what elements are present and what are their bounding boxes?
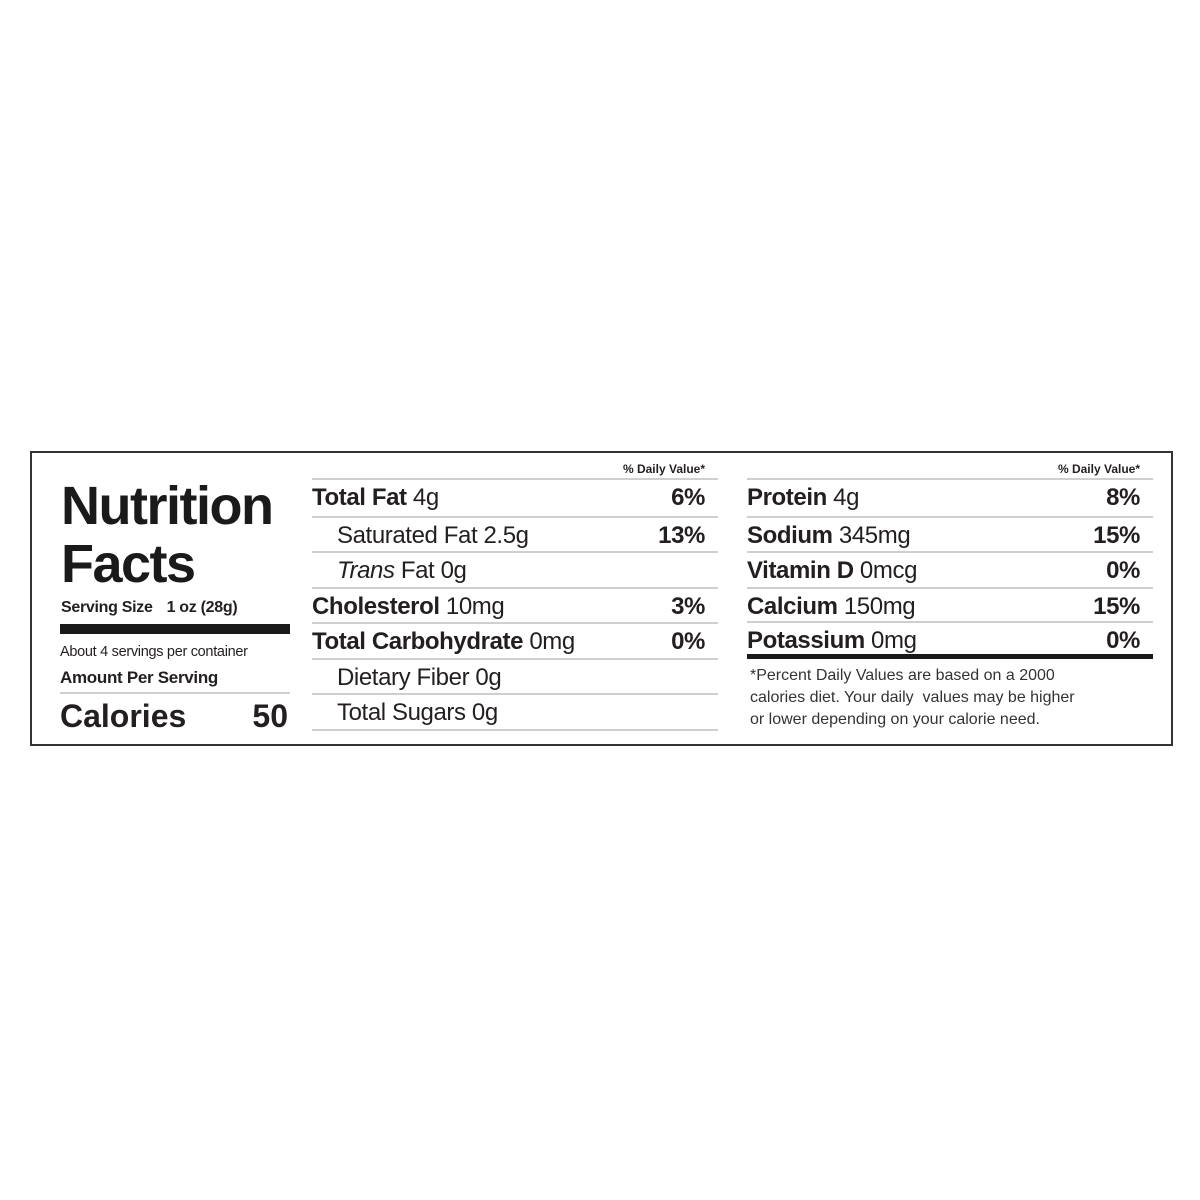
nutrient-rest: Total Sugars 0g <box>337 698 498 726</box>
divider <box>312 729 718 731</box>
serving-size: Serving Size 1 oz (28g) <box>61 599 238 617</box>
nutrient-row: Vitamin D 0mcg 0% <box>747 551 1153 588</box>
nutrient-row: Dietary Fiber 0g <box>312 658 718 695</box>
nutrient-bold: Total Fat <box>312 483 407 511</box>
nutrient-row: Sodium 345mg 15% <box>747 516 1153 553</box>
nutrient-name: Protein 4g <box>747 484 859 512</box>
percent-daily-value: 15% <box>1093 521 1140 549</box>
nutrient-rest: 0mg <box>523 627 575 655</box>
title-facts: Facts <box>61 534 196 594</box>
nutrient-bold: Protein <box>747 483 827 511</box>
percent-daily-value: 0% <box>671 627 705 655</box>
nutrient-name: Vitamin D 0mcg <box>747 557 917 585</box>
percent-daily-value: 15% <box>1093 592 1140 620</box>
nutrient-bold: Total Carbohydrate <box>312 627 524 655</box>
daily-value-header: % Daily Value* <box>622 462 705 476</box>
nutrient-name: Dietary Fiber 0g <box>312 663 502 692</box>
percent-daily-value: 6% <box>671 483 705 511</box>
nutrient-row: Trans Fat 0g <box>312 551 718 588</box>
nutrient-name: Potassium 0mg <box>747 627 917 655</box>
nutrient-name: Calcium 150mg <box>747 592 916 621</box>
nutrient-bold: Cholesterol <box>312 592 440 620</box>
nutrition-facts-label: Nutrition Facts Serving Size 1 oz (28g) A… <box>30 451 1173 746</box>
percent-daily-value: 3% <box>671 592 705 620</box>
thick-divider <box>747 654 1153 659</box>
percent-daily-value: 0% <box>1106 556 1140 584</box>
calories-label: Calories <box>60 698 187 734</box>
nutrients-column-middle: % Daily Value* Total Fat 4g 6% Saturated F… <box>312 453 718 743</box>
nutrient-bold: Calcium <box>747 592 838 620</box>
nutrient-row: Cholesterol 10mg 3% <box>312 587 718 624</box>
nutrient-row: Potassium 0mg 0% <box>747 621 1153 658</box>
percent-daily-value: 8% <box>1106 483 1140 511</box>
nutrient-rest: 0mcg <box>853 556 918 584</box>
nutrient-rest: Fat 0g <box>394 556 467 584</box>
title-nutrition: Nutrition <box>61 476 274 536</box>
nutrient-name: Cholesterol 10mg <box>312 592 505 621</box>
thick-divider <box>60 624 290 634</box>
calories-value: 50 <box>252 698 288 734</box>
nutrient-row: Total Carbohydrate 0mg 0% <box>312 622 718 659</box>
nutrient-rest: Dietary Fiber 0g <box>337 663 502 691</box>
amount-per-serving: Amount Per Serving <box>60 668 219 687</box>
nutrient-row: Protein 4g 8% <box>747 478 1153 515</box>
calories: Calories 50 <box>60 698 288 735</box>
nutrient-italic: Trans <box>337 556 395 584</box>
nutrient-name: Sodium 345mg <box>747 521 911 550</box>
footnote-line: *Percent Daily Values are based on a 200… <box>750 667 1055 684</box>
nutrient-name: Total Sugars 0g <box>312 699 498 727</box>
percent-daily-value: 0% <box>1106 626 1140 654</box>
nutrients-column-right: % Daily Value* Protein 4g 8% Sodium 345mg 1… <box>747 453 1153 743</box>
nutrient-rest: Saturated Fat 2.5g <box>337 521 529 549</box>
footnote: *Percent Daily Values are based on a 200… <box>750 665 1150 731</box>
nutrient-name: Trans Fat 0g <box>312 557 467 585</box>
nutrient-name: Saturated Fat 2.5g <box>312 522 529 550</box>
serving-size-label: Serving Size <box>61 599 153 616</box>
servings-per-container: About 4 servings per container <box>60 644 248 660</box>
nutrient-rest: 0mg <box>864 626 917 654</box>
nutrient-rest: 4g <box>826 483 860 511</box>
nutrient-bold: Vitamin D <box>747 556 854 584</box>
nutrient-row: Calcium 150mg 15% <box>747 587 1153 624</box>
nutrient-rest: 4g <box>406 483 439 511</box>
nutrient-row: Saturated Fat 2.5g 13% <box>312 516 718 553</box>
nutrient-rest: 150mg <box>837 592 916 620</box>
serving-size-value: 1 oz (28g) <box>166 599 238 616</box>
nutrient-row: Total Sugars 0g <box>312 693 718 730</box>
daily-value-header: % Daily Value* <box>1057 462 1140 476</box>
footnote-line: or lower depending on your calorie need. <box>750 711 1040 728</box>
nutrient-bold: Potassium <box>747 626 865 654</box>
nutrient-rest: 10mg <box>439 592 505 620</box>
footnote-line: calories diet. Your daily values may be … <box>750 689 1075 706</box>
nutrient-name: Total Carbohydrate 0mg <box>312 628 575 656</box>
nutrient-row: Total Fat 4g 6% <box>312 478 718 515</box>
divider <box>60 692 290 694</box>
nutrient-name: Total Fat 4g <box>312 484 439 512</box>
percent-daily-value: 13% <box>658 521 705 549</box>
nutrient-rest: 345mg <box>832 521 911 549</box>
nutrient-bold: Sodium <box>747 521 833 549</box>
